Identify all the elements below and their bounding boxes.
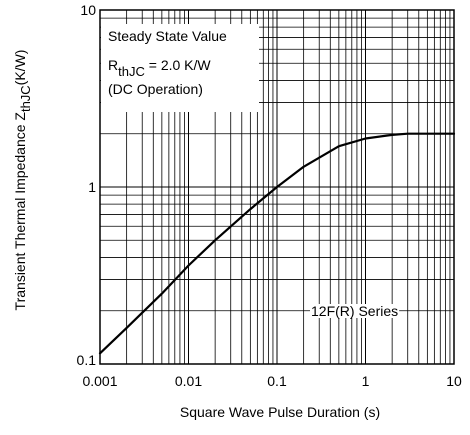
series-label-box [310,304,400,318]
steady-state-line1: Steady State Value [108,28,227,44]
steady-state-r: R [108,57,118,73]
y-axis-label-sub: thJC [18,85,33,112]
tick-labels: 0.001 0.01 0.1 1 10 0.1 1 10 [77,2,462,389]
y-axis-label: Transient Thermal Impedance ZthJC(K/W) [12,50,33,311]
x-tick-label: 0.1 [267,373,287,389]
series-annotation: 12F(R) Series [310,303,400,319]
x-tick-label: 0.01 [175,373,202,389]
y-tick-label: 10 [80,2,96,18]
x-tick-label: 0.001 [82,373,117,389]
steady-state-rthjc: RthJC = 2.0 K/W [108,57,211,79]
steady-state-box [101,24,259,112]
series-line [98,132,456,355]
y-axis-label-unit: (K/W) [12,50,28,86]
plot-frame [99,9,455,365]
y-tick-label: 1 [88,179,96,195]
x-axis-label: Square Wave Pulse Duration (s) [180,404,380,420]
steady-state-value: = 2.0 K/W [145,57,212,73]
y-axis-label-main: Transient Thermal Impedance Z [12,112,28,311]
x-tick-label: 1 [362,373,370,389]
series-layer [98,132,456,355]
series-label: 12F(R) Series [311,303,398,319]
steady-state-annotation: Steady State Value RthJC = 2.0 K/W (DC O… [101,24,259,112]
y-tick-label: 0.1 [77,352,97,368]
steady-state-line3: (DC Operation) [108,81,203,97]
steady-state-subscript: thJC [118,64,145,79]
x-tick-label: 10 [446,373,462,389]
